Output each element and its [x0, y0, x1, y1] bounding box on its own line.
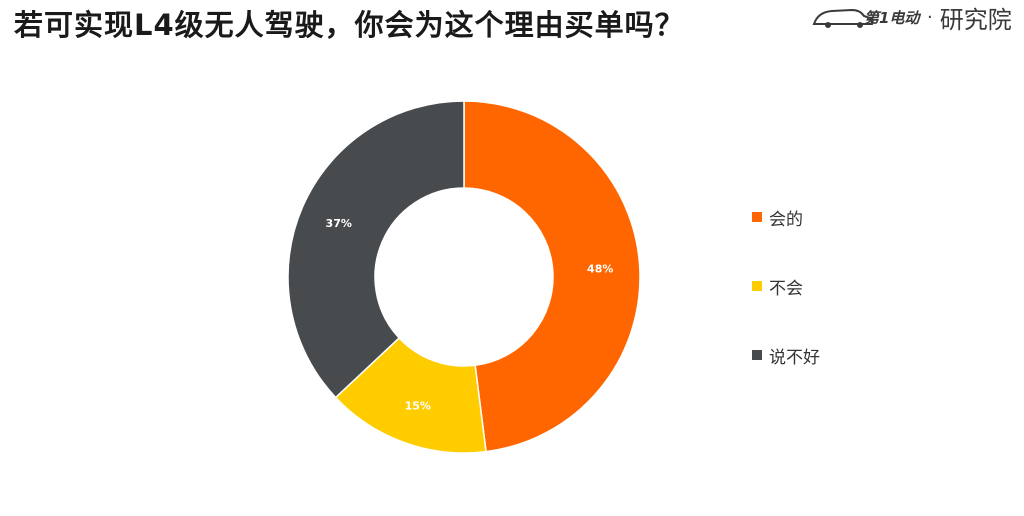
legend-label: 不会 — [769, 278, 803, 299]
legend-swatch-icon — [752, 281, 762, 291]
slice-data-label: 15% — [405, 399, 431, 412]
brand-name: 研究院 — [939, 5, 1012, 34]
chart-title: 若可实现L4级无人驾驶，你会为这个理由买单吗？ — [14, 8, 685, 42]
legend-swatch-icon — [752, 350, 762, 360]
donut-slice — [334, 336, 487, 454]
donut-slice — [463, 100, 641, 453]
legend-label: 说不好 — [769, 347, 820, 368]
legend-swatch-icon — [752, 212, 762, 222]
legend-item: 说不好 — [752, 343, 820, 368]
slice-data-label: 48% — [587, 262, 613, 275]
chart-slices — [287, 100, 641, 454]
brand-logo-text: 第1电动 — [864, 9, 921, 27]
slice-data-label: 37% — [326, 217, 352, 230]
brand-logo-area: 第1电动 · 研究院 — [812, 2, 1018, 34]
legend-label: 会的 — [769, 209, 803, 230]
chart-legend: 会的 不会 说不好 — [752, 205, 820, 412]
chart-data-labels: 48% 15% 37% — [326, 217, 614, 413]
legend-item: 不会 — [752, 274, 820, 299]
donut-slice — [287, 100, 465, 399]
legend-item: 会的 — [752, 205, 820, 230]
brand-separator: · — [927, 6, 933, 28]
car-logo-icon: 第1电动 — [812, 8, 921, 28]
